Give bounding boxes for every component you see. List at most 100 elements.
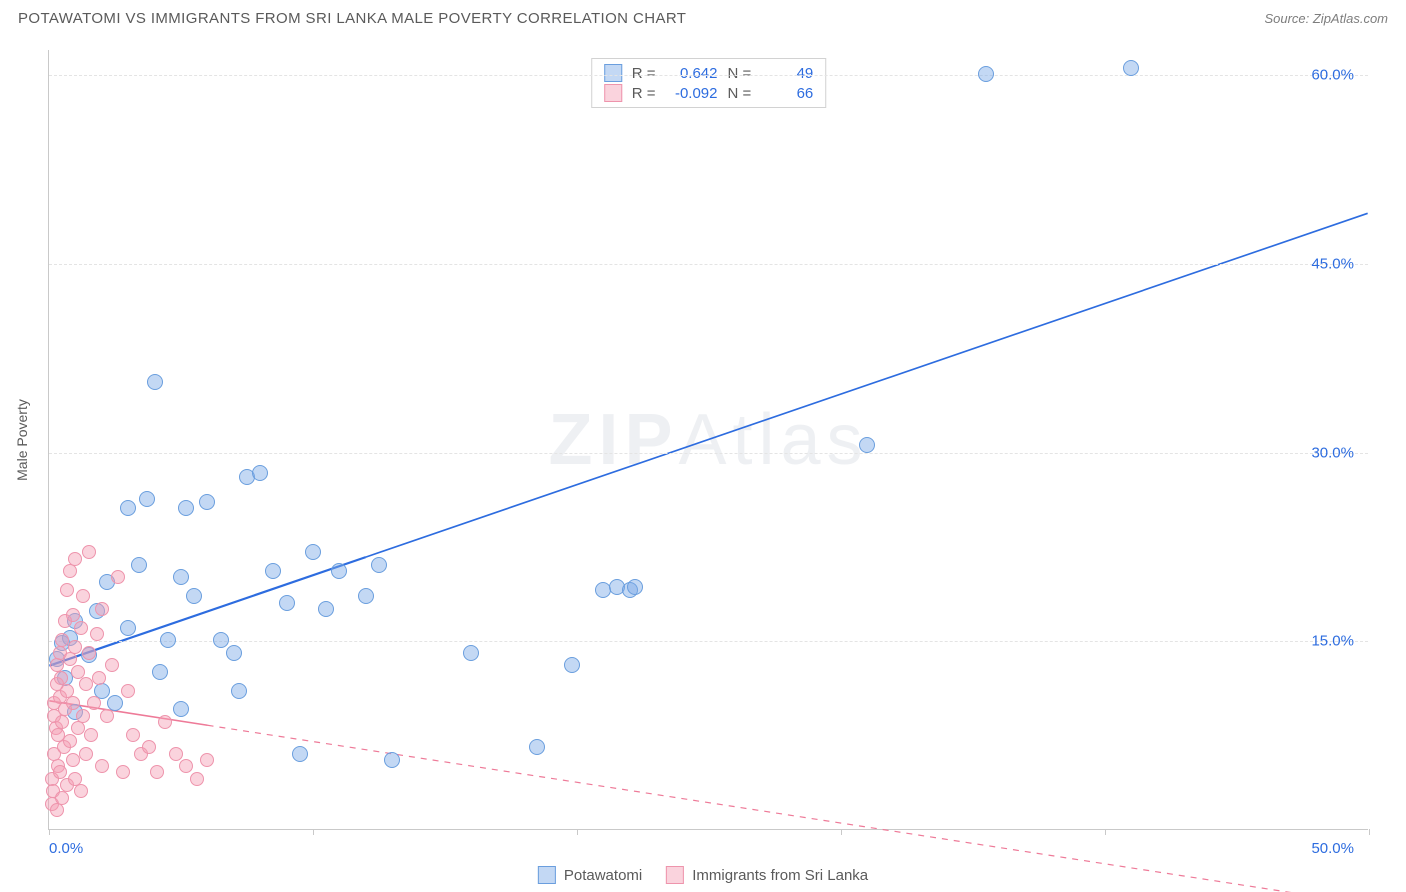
scatter-point <box>79 677 93 691</box>
scatter-point <box>169 747 183 761</box>
scatter-point <box>111 570 125 584</box>
stats-box: R = 0.642 N = 49 R = -0.092 N = 66 <box>591 58 827 108</box>
x-tick <box>841 829 842 835</box>
scatter-point <box>87 696 101 710</box>
scatter-point <box>139 491 155 507</box>
scatter-point <box>131 557 147 573</box>
y-tick-label: 30.0% <box>1311 444 1354 461</box>
scatter-point <box>95 759 109 773</box>
chart-plot-area: ZIPAtlas R = 0.642 N = 49 R = -0.092 N =… <box>48 50 1368 830</box>
scatter-point <box>147 374 163 390</box>
scatter-point <box>150 765 164 779</box>
scatter-point <box>55 791 69 805</box>
scatter-point <box>121 684 135 698</box>
x-tick <box>1369 829 1370 835</box>
scatter-point <box>627 579 643 595</box>
gridline <box>49 75 1368 76</box>
scatter-point <box>179 759 193 773</box>
chart-title: POTAWATOMI VS IMMIGRANTS FROM SRI LANKA … <box>18 10 686 27</box>
scatter-point <box>120 620 136 636</box>
x-tick <box>577 829 578 835</box>
scatter-point <box>463 645 479 661</box>
scatter-point <box>173 569 189 585</box>
scatter-point <box>66 753 80 767</box>
scatter-point <box>50 803 64 817</box>
legend-item-1: Potawatomi <box>538 866 642 884</box>
header: POTAWATOMI VS IMMIGRANTS FROM SRI LANKA … <box>0 0 1406 31</box>
scatter-point <box>200 753 214 767</box>
scatter-point <box>76 589 90 603</box>
scatter-point <box>95 602 109 616</box>
scatter-point <box>82 545 96 559</box>
scatter-point <box>158 715 172 729</box>
scatter-point <box>55 715 69 729</box>
scatter-point <box>105 658 119 672</box>
scatter-point <box>178 500 194 516</box>
scatter-point <box>252 465 268 481</box>
y-tick-label: 60.0% <box>1311 67 1354 84</box>
scatter-point <box>358 588 374 604</box>
trendline-extrapolated <box>366 213 1368 557</box>
scatter-point <box>331 563 347 579</box>
source-label: Source: ZipAtlas.com <box>1264 11 1388 26</box>
scatter-point <box>231 683 247 699</box>
legend-label-1: Potawatomi <box>564 867 642 884</box>
swatch-series-1 <box>604 64 622 82</box>
scatter-point <box>199 494 215 510</box>
legend-swatch-1 <box>538 866 556 884</box>
scatter-point <box>126 728 140 742</box>
scatter-point <box>152 664 168 680</box>
scatter-point <box>74 784 88 798</box>
x-axis-max-label: 50.0% <box>1311 840 1354 857</box>
scatter-point <box>68 640 82 654</box>
scatter-point <box>292 746 308 762</box>
scatter-point <box>79 747 93 761</box>
scatter-point <box>305 544 321 560</box>
r-value-1: 0.642 <box>666 65 718 82</box>
legend-label-2: Immigrants from Sri Lanka <box>692 867 868 884</box>
scatter-point <box>190 772 204 786</box>
n-value-1: 49 <box>761 65 813 82</box>
scatter-point <box>120 500 136 516</box>
scatter-point <box>60 583 74 597</box>
scatter-point <box>318 601 334 617</box>
scatter-point <box>74 621 88 635</box>
scatter-point <box>226 645 242 661</box>
r-value-2: -0.092 <box>666 85 718 102</box>
scatter-point <box>279 595 295 611</box>
x-tick <box>313 829 314 835</box>
scatter-point <box>90 627 104 641</box>
stats-row-2: R = -0.092 N = 66 <box>604 83 814 103</box>
scatter-point <box>55 633 69 647</box>
scatter-point <box>142 740 156 754</box>
scatter-point <box>265 563 281 579</box>
y-tick-label: 45.0% <box>1311 255 1354 272</box>
scatter-point <box>71 721 85 735</box>
trend-lines-layer <box>49 50 1368 829</box>
legend-item-2: Immigrants from Sri Lanka <box>666 866 868 884</box>
scatter-point <box>859 437 875 453</box>
x-axis-min-label: 0.0% <box>49 840 83 857</box>
scatter-point <box>68 552 82 566</box>
x-tick <box>1105 829 1106 835</box>
scatter-point <box>186 588 202 604</box>
scatter-point <box>66 696 80 710</box>
scatter-point <box>82 646 96 660</box>
scatter-point <box>92 671 106 685</box>
gridline <box>49 641 1368 642</box>
scatter-point <box>84 728 98 742</box>
scatter-point <box>160 632 176 648</box>
stats-row-1: R = 0.642 N = 49 <box>604 63 814 83</box>
scatter-point <box>384 752 400 768</box>
y-axis-label: Male Poverty <box>14 399 30 481</box>
scatter-point <box>100 709 114 723</box>
scatter-point <box>564 657 580 673</box>
gridline <box>49 453 1368 454</box>
scatter-point <box>1123 60 1139 76</box>
legend-swatch-2 <box>666 866 684 884</box>
legend: Potawatomi Immigrants from Sri Lanka <box>538 866 868 884</box>
scatter-point <box>116 765 130 779</box>
gridline <box>49 264 1368 265</box>
scatter-point <box>76 709 90 723</box>
scatter-point <box>213 632 229 648</box>
